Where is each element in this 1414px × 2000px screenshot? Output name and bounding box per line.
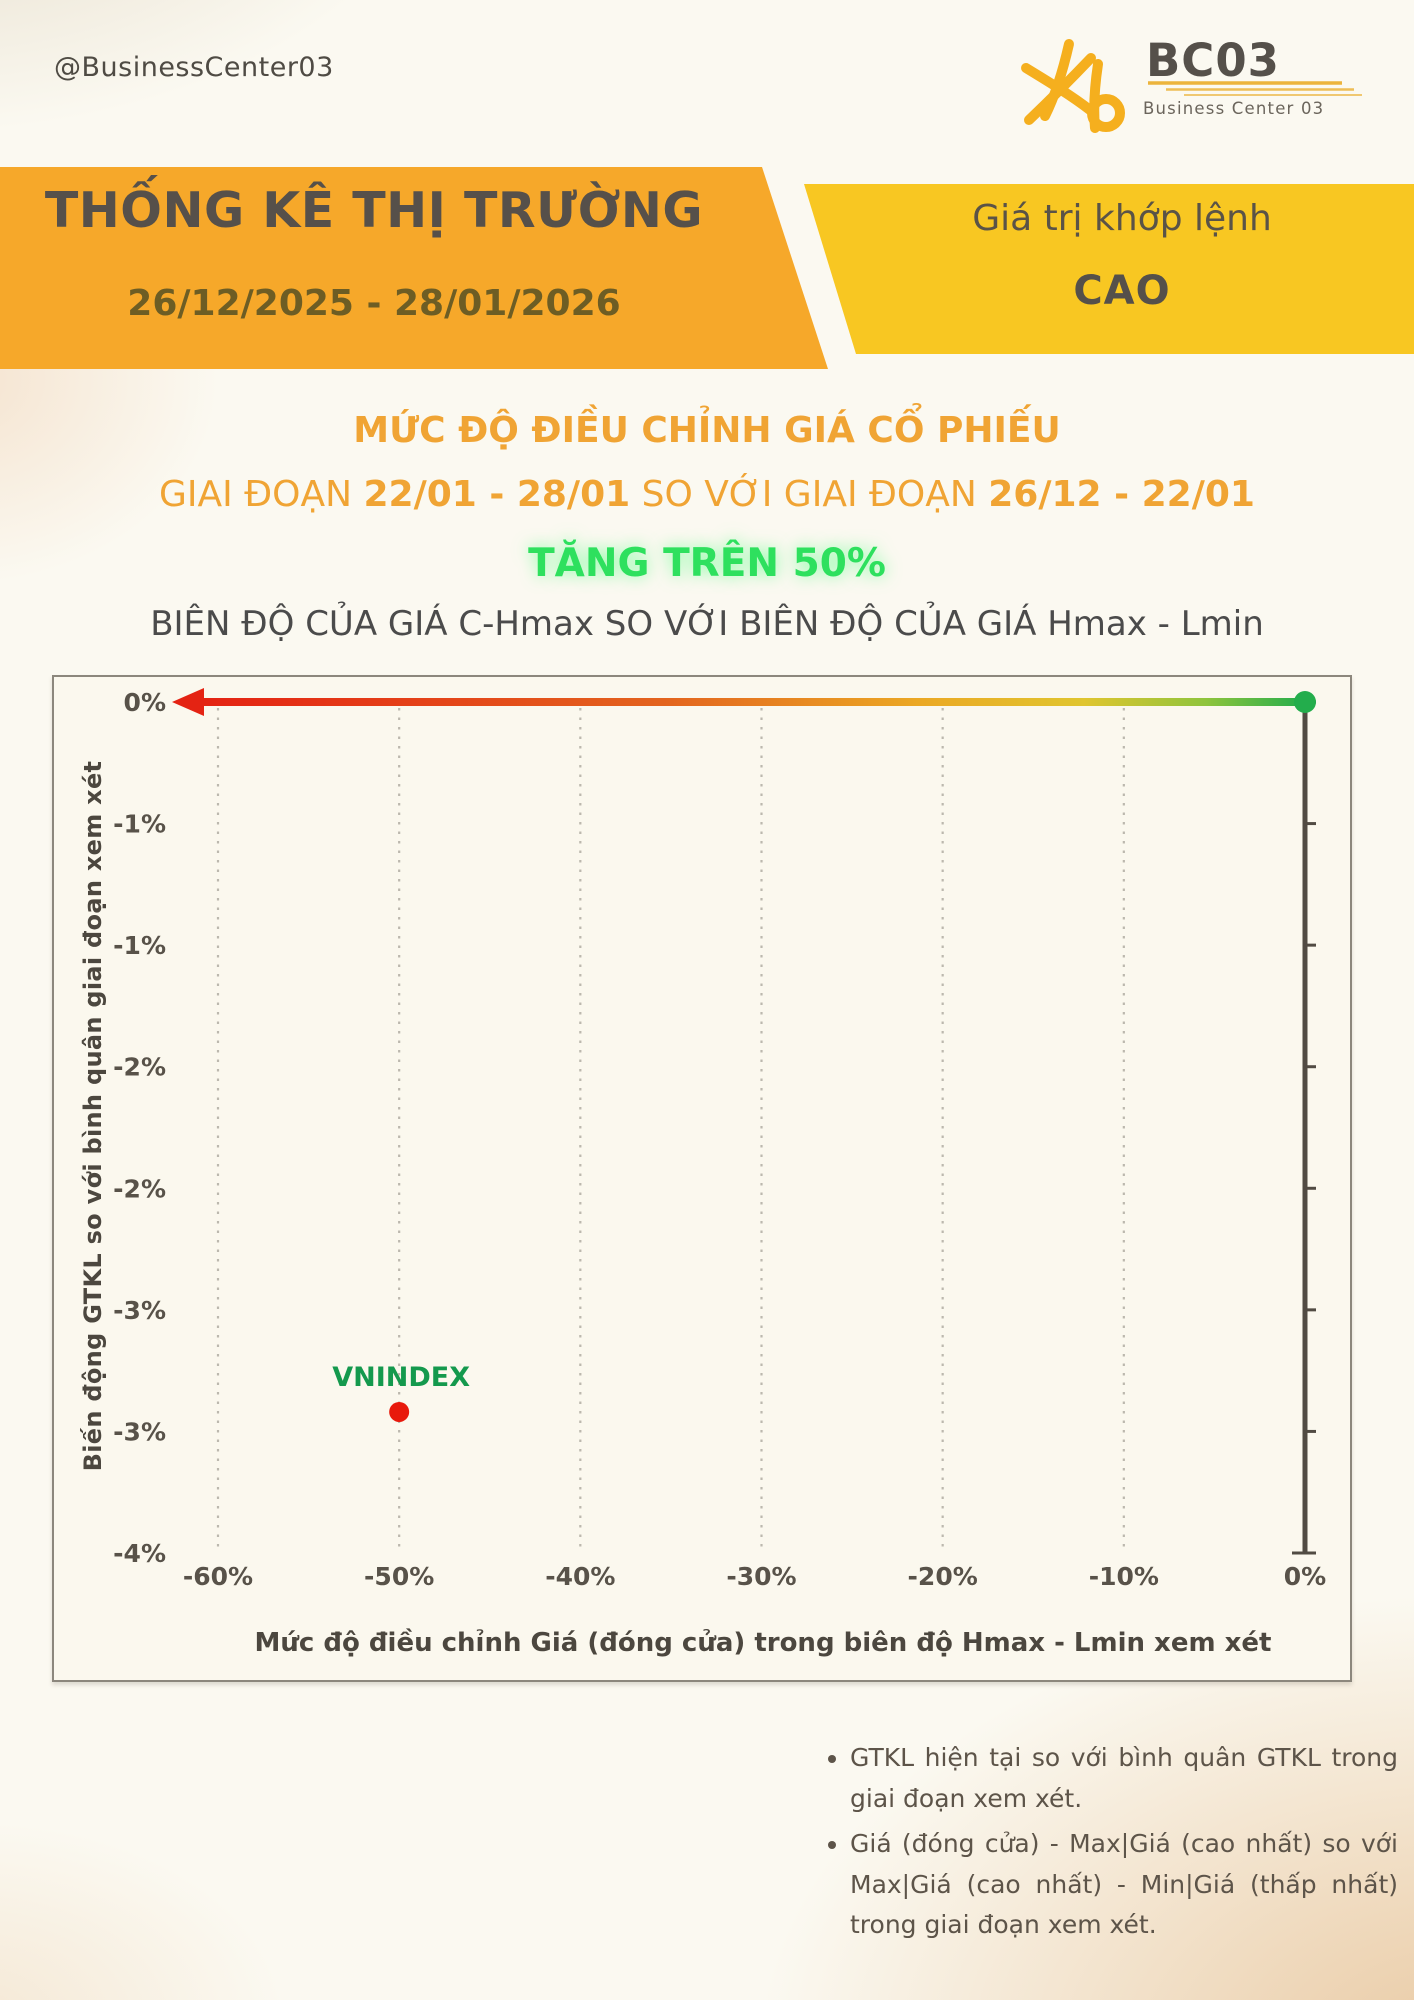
matched-value-level: CAO [1073,268,1171,314]
svg-text:0%: 0% [124,688,166,717]
svg-text:-3%: -3% [113,1417,166,1446]
svg-text:-3%: -3% [113,1296,166,1325]
svg-text:-4%: -4% [113,1539,166,1568]
x-axis-title: Mức độ điều chỉnh Giá (đóng cửa) trong b… [254,1628,1272,1658]
svg-text:-30%: -30% [726,1562,796,1591]
footnote-gtkl: GTKL hiện tại so với bình quân GTKL tron… [850,1738,1398,1819]
scatter-chart: -60% -50% -40% -30% -20% -10% 0% 0% -1% -1% -2% -2%… [113,688,1326,1591]
banner-yellow-ribbon [804,184,1414,354]
svg-text:0%: 0% [1284,1562,1326,1591]
svg-text:-10%: -10% [1089,1562,1159,1591]
banner-date-range: 26/12/2025 - 28/01/2026 [127,283,621,324]
headline-period-1: 22/01 - 28/01 [363,474,631,515]
logo-title: BC03 [1146,34,1280,87]
headline-line2-prefix: GIAI ĐOẠN [159,474,364,515]
svg-text:-20%: -20% [908,1562,978,1591]
banner-title: THỐNG KÊ THỊ TRƯỜNG [44,182,704,239]
headline-line4: BIÊN ĐỘ CỦA GIÁ C-Hmax SO VỚI BIÊN ĐỘ CỦ… [150,604,1264,644]
headline-line2: GIAI ĐOẠN 22/01 - 28/01 SO VỚI GIAI ĐOẠN… [0,474,1414,515]
svg-text:-60%: -60% [183,1562,253,1591]
footnotes-list: GTKL hiện tại so với bình quân GTKL tron… [818,1738,1398,1951]
social-handle: @BusinessCenter03 [54,52,334,83]
svg-text:-2%: -2% [113,1174,166,1203]
y-axis-title: Biến động GTKL so với bình quân giai đoạ… [79,760,107,1472]
svg-text:-1%: -1% [113,810,166,839]
logo-subtitle: Business Center 03 [1143,99,1325,118]
svg-text:-2%: -2% [113,1053,166,1082]
banner-orange-ribbon [0,167,828,369]
footnote-price: Giá (đóng cửa) - Max|Giá (cao nhất) so v… [850,1824,1398,1946]
headline-line1: MỨC ĐỘ ĐIỀU CHỈNH GIÁ CỔ PHIẾU [353,410,1061,451]
svg-text:-40%: -40% [545,1562,615,1591]
headline-period-2: 26/12 - 22/01 [988,474,1255,515]
headline-line2-middle: SO VỚI GIAI ĐOẠN [630,474,989,515]
svg-text:-1%: -1% [113,931,166,960]
chart-panel: -60% -50% -40% -30% -20% -10% 0% 0% -1% -1% -2% -2%… [52,675,1352,1682]
kb-star-icon [1014,36,1132,142]
headline-highlight-green: TĂNG TRÊN 50% [528,541,886,586]
logo-underline-decoration [1146,80,1364,102]
svg-text:VNINDEX: VNINDEX [332,1362,470,1393]
matched-value-label: Giá trị khớp lệnh [972,198,1272,239]
svg-text:-50%: -50% [364,1562,434,1591]
